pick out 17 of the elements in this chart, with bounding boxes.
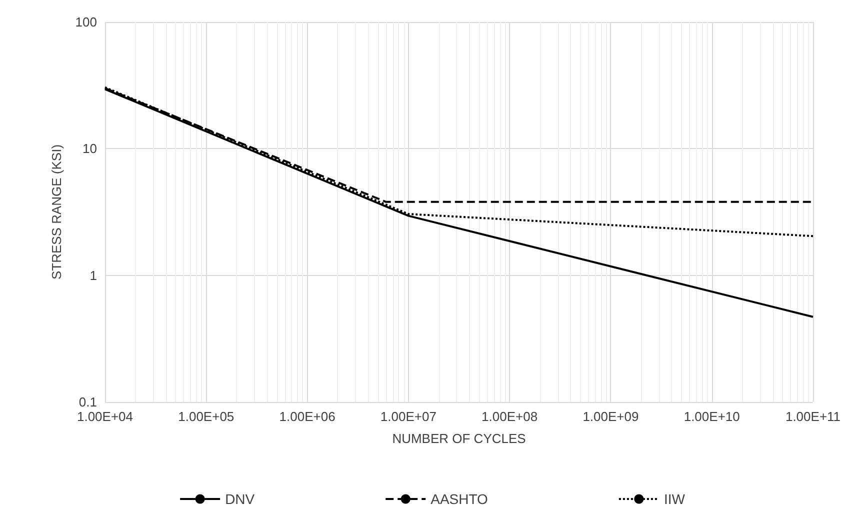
legend-label: DNV: [225, 491, 256, 507]
x-tick-label: 1.00E+10: [684, 409, 740, 424]
x-tick-label: 1.00E+09: [582, 409, 639, 424]
x-tick-label: 1.00E+05: [178, 409, 234, 424]
y-axis-title: STRESS RANGE (KSI): [49, 144, 64, 280]
legend-label: AASHTO: [430, 491, 488, 507]
y-tick-label: 0.1: [78, 394, 97, 410]
x-tick-label: 1.00E+07: [380, 409, 436, 424]
y-tick-label: 10: [82, 141, 97, 156]
y-tick-label: 1: [90, 268, 97, 283]
x-axis-title: NUMBER OF CYCLES: [392, 431, 526, 446]
x-tick-label: 1.00E+08: [482, 409, 538, 424]
x-tick-label: 1.00E+06: [279, 409, 336, 424]
legend-label: IIW: [664, 491, 686, 507]
x-tick-label: 1.00E+04: [76, 409, 134, 424]
x-tick-label: 1.00E+11: [785, 409, 841, 424]
y-tick-label: 100: [75, 14, 97, 30]
